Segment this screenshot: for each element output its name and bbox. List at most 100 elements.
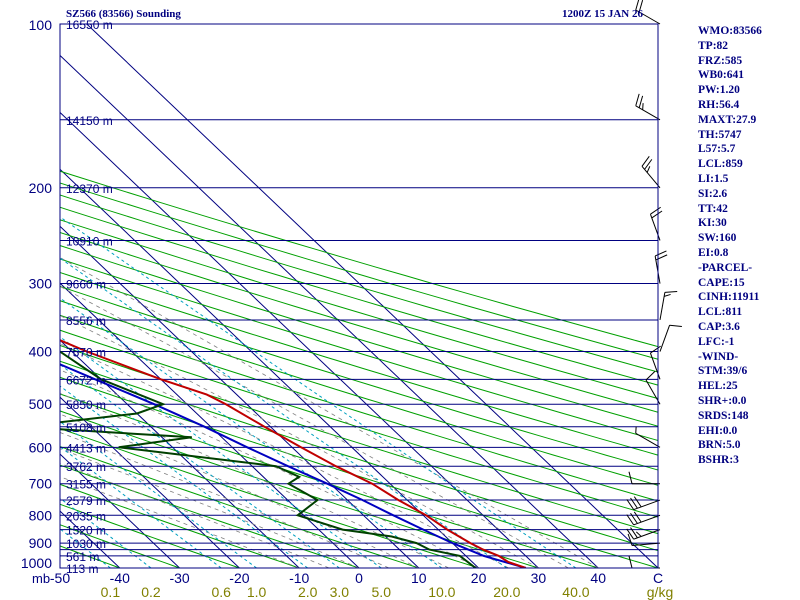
mixing-ratio-label: 3.0: [330, 584, 350, 600]
temp-tick-label: 0: [355, 570, 363, 586]
moist-adiabat-line: [60, 413, 419, 568]
index-item: -WIND-: [698, 350, 739, 363]
sounding-datetime: 1200Z 15 JAN 26: [562, 8, 643, 20]
wind-barb: [626, 527, 661, 540]
height-label: 8556 m: [66, 314, 106, 328]
pressure-label: 1000: [21, 555, 52, 571]
moist-adiabat-line: [60, 462, 330, 568]
wind-barb-flag: [630, 527, 638, 539]
wind-barb-staff: [632, 542, 661, 547]
temp-tick-label: 20: [471, 570, 487, 586]
height-label: 113 m: [66, 562, 98, 576]
height-label: 7570 m: [66, 346, 106, 360]
wind-barb-flag: [627, 533, 633, 546]
height-label: 14150 m: [66, 114, 113, 128]
temp-tick-label: -50: [50, 570, 70, 586]
wind-barb-staff: [659, 292, 666, 321]
wind-barb-flag: [641, 156, 650, 167]
mixing-ratio-label: 1.0: [247, 584, 267, 600]
mixing-ratio-label: 20.0: [493, 584, 520, 600]
background-grid: [60, 24, 658, 568]
wind-barb-flag: [645, 371, 656, 381]
index-item: SRDS:148: [698, 409, 749, 422]
mixing-ratio-label: 0.6: [211, 584, 231, 600]
pressure-label: 300: [29, 276, 53, 292]
isotherm-line: [60, 54, 599, 568]
height-label: 6672 m: [66, 373, 106, 387]
wind-barb-flag: [635, 531, 642, 537]
wind-barb-flag: [626, 528, 635, 540]
wind-barb-staff: [635, 105, 661, 121]
height-label: 10910 m: [66, 234, 113, 248]
sounding-traces: [60, 339, 527, 568]
index-item: EI:0.8: [698, 246, 729, 259]
index-item: EHI:0.0: [698, 424, 738, 437]
wind-barb-flag: [638, 0, 644, 13]
height-label: 5108 m: [66, 421, 106, 435]
wind-barb: [626, 511, 661, 526]
wind-barb-flag: [635, 0, 640, 11]
isotherm-line: [60, 282, 360, 568]
temperature-trace: [60, 339, 527, 568]
wind-barb-staff: [649, 213, 661, 241]
wind-barb-staff: [633, 514, 661, 526]
pressure-label: 600: [29, 439, 53, 455]
isotherm-line: [60, 339, 300, 568]
wind-barb: [626, 496, 661, 511]
isotherm-line: [60, 453, 180, 568]
temp-tick-label: 10: [411, 570, 427, 586]
pressure-label: 200: [29, 180, 53, 196]
index-item: KI:30: [698, 217, 727, 230]
moist-adiabat-line: [60, 432, 390, 568]
isotherm-line: [60, 111, 539, 568]
index-item: SW:160: [698, 232, 737, 245]
wind-barb-flag: [638, 95, 644, 108]
index-item: L57:5.7: [698, 143, 736, 156]
wind-barb: [649, 206, 663, 241]
isotherm-line: [60, 396, 240, 568]
height-label: 561 m: [66, 550, 99, 564]
dewpoint-trace: [60, 350, 477, 568]
height-label: 4413 m: [66, 441, 106, 455]
index-item: -PARCEL-: [698, 261, 753, 274]
temp-unit-label: C: [653, 570, 663, 586]
index-item: LCL:859: [698, 158, 743, 171]
wind-barb-flag: [628, 555, 633, 569]
wind-barb-flag: [664, 291, 678, 293]
height-label: 2579 m: [66, 494, 106, 508]
wind-barb: [635, 93, 661, 121]
index-item: TT:42: [698, 202, 728, 215]
wind-barb: [635, 426, 661, 448]
wind-barb-flag: [651, 210, 663, 219]
isotherm-line: [60, 225, 420, 568]
height-label: 5850 m: [66, 398, 106, 412]
wind-barb: [659, 324, 682, 352]
index-item: WMO:83566: [698, 25, 762, 37]
pressure-label: 500: [29, 396, 53, 412]
height-label: 9660 m: [66, 278, 106, 292]
index-item: LI:1.5: [698, 172, 729, 185]
moist-adiabat-line: [60, 343, 509, 568]
sounding-title: SZ566 (83566) Sounding: [66, 8, 181, 20]
index-item: PW:1.20: [698, 84, 740, 97]
index-item: FRZ:585: [698, 54, 743, 67]
wind-barb-staff: [633, 529, 661, 540]
wind-barb-flag: [630, 497, 638, 509]
pressure-label: 800: [29, 507, 53, 523]
wind-barb-staff: [633, 499, 661, 511]
temp-tick-label: -20: [229, 570, 249, 586]
height-label: 1520 m: [66, 524, 106, 538]
wind-barb-flag: [626, 499, 635, 510]
wind-barb-flag: [650, 206, 661, 215]
wind-barb-flag: [650, 345, 661, 354]
wind-barb-flag: [654, 250, 667, 257]
dry-adiabat-line: [60, 360, 658, 552]
wind-barb-staff: [659, 325, 671, 352]
wind-barb-flag: [633, 496, 642, 508]
isotherm-line: [60, 168, 479, 568]
wind-barb: [659, 291, 678, 321]
indices-panel: WMO:83566 TP:82 FRZ:585 WB0:641 PW:1.20 RH:56…: [698, 24, 762, 468]
mixing-ratio-label: 0.2: [141, 584, 161, 600]
wind-barb-flag: [633, 511, 642, 523]
